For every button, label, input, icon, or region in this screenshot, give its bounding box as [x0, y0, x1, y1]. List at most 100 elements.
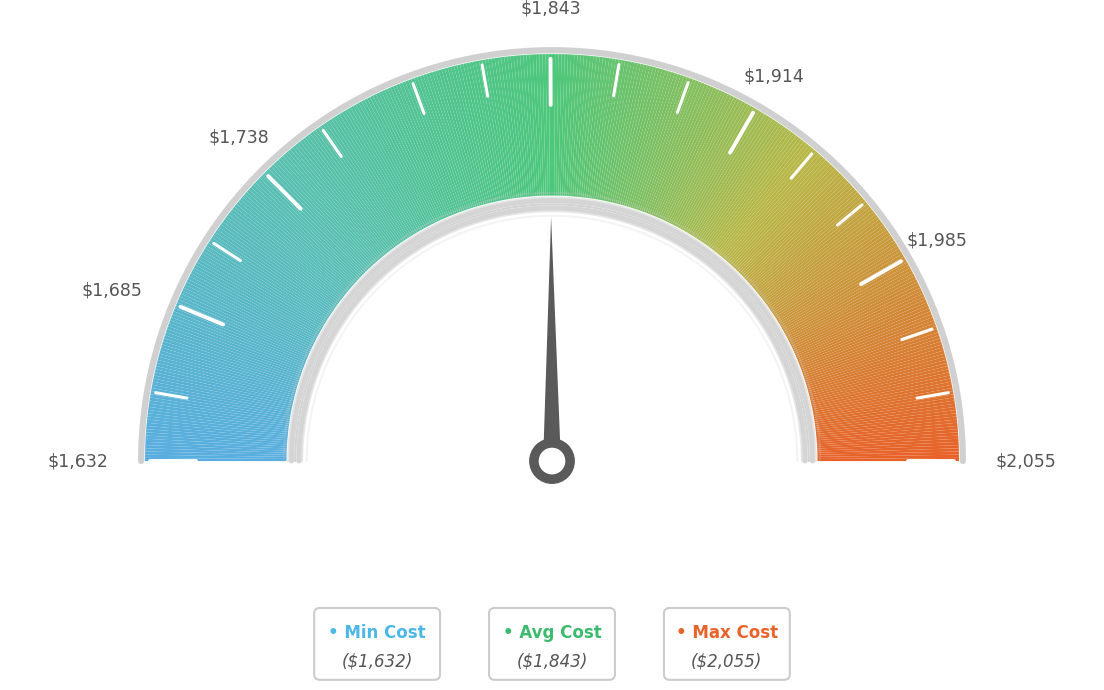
Wedge shape [157, 360, 295, 397]
Wedge shape [433, 71, 476, 207]
Wedge shape [423, 74, 470, 209]
Wedge shape [723, 150, 816, 259]
Wedge shape [405, 80, 458, 213]
Wedge shape [808, 354, 945, 393]
Wedge shape [796, 302, 928, 359]
Wedge shape [817, 445, 958, 453]
Wedge shape [682, 106, 754, 230]
Text: $1,985: $1,985 [906, 232, 967, 250]
Wedge shape [707, 130, 792, 246]
Wedge shape [741, 175, 845, 276]
Wedge shape [816, 413, 956, 432]
Wedge shape [817, 448, 959, 455]
Wedge shape [337, 114, 413, 236]
Wedge shape [805, 335, 941, 381]
Wedge shape [612, 65, 647, 203]
Wedge shape [813, 385, 953, 413]
Wedge shape [624, 69, 666, 206]
Wedge shape [202, 251, 325, 326]
Wedge shape [696, 119, 775, 239]
Wedge shape [426, 73, 471, 208]
Wedge shape [268, 166, 369, 270]
Wedge shape [155, 369, 294, 403]
Wedge shape [148, 410, 288, 430]
Wedge shape [373, 94, 437, 223]
Wedge shape [783, 259, 907, 331]
Wedge shape [815, 407, 956, 428]
Wedge shape [816, 420, 957, 436]
Wedge shape [739, 171, 840, 273]
Wedge shape [246, 190, 354, 286]
Wedge shape [255, 180, 360, 279]
Wedge shape [595, 59, 622, 199]
Wedge shape [799, 311, 932, 365]
Wedge shape [160, 348, 297, 389]
Wedge shape [793, 290, 923, 352]
Wedge shape [248, 187, 355, 284]
Wedge shape [808, 357, 946, 395]
Wedge shape [190, 273, 317, 341]
Wedge shape [616, 66, 654, 204]
Wedge shape [241, 197, 350, 290]
Wedge shape [689, 112, 765, 235]
Wedge shape [817, 435, 958, 446]
Wedge shape [266, 169, 368, 272]
Wedge shape [323, 123, 404, 242]
Wedge shape [146, 429, 287, 442]
Wedge shape [732, 162, 830, 268]
Wedge shape [370, 95, 435, 224]
Wedge shape [614, 66, 650, 204]
FancyBboxPatch shape [489, 608, 615, 680]
Wedge shape [408, 79, 460, 213]
Wedge shape [231, 209, 343, 298]
Wedge shape [708, 132, 794, 248]
Wedge shape [364, 99, 432, 226]
Wedge shape [815, 401, 955, 424]
Wedge shape [700, 123, 781, 242]
Wedge shape [537, 55, 543, 196]
Wedge shape [326, 121, 406, 240]
Wedge shape [396, 83, 453, 216]
Wedge shape [151, 385, 291, 413]
Wedge shape [807, 348, 944, 389]
Wedge shape [217, 227, 335, 310]
Wedge shape [342, 110, 417, 234]
Wedge shape [781, 254, 904, 328]
Wedge shape [195, 262, 320, 333]
Wedge shape [549, 54, 552, 195]
Wedge shape [622, 68, 662, 206]
Wedge shape [809, 360, 947, 397]
Wedge shape [155, 373, 293, 405]
Text: $1,685: $1,685 [82, 282, 142, 300]
Wedge shape [691, 114, 767, 236]
Wedge shape [718, 144, 809, 255]
Wedge shape [542, 54, 548, 196]
Wedge shape [787, 273, 914, 341]
Wedge shape [188, 276, 316, 342]
Wedge shape [704, 128, 788, 245]
Wedge shape [147, 416, 288, 434]
Wedge shape [469, 62, 500, 201]
Wedge shape [758, 204, 870, 295]
Wedge shape [777, 246, 899, 322]
Wedge shape [163, 338, 299, 383]
Wedge shape [618, 67, 656, 204]
Wedge shape [145, 455, 287, 459]
Wedge shape [147, 420, 288, 436]
Wedge shape [476, 61, 505, 200]
Wedge shape [170, 317, 304, 369]
Wedge shape [164, 333, 300, 379]
Wedge shape [817, 451, 959, 457]
Wedge shape [599, 61, 628, 200]
Wedge shape [318, 126, 401, 244]
Wedge shape [803, 326, 937, 375]
Wedge shape [814, 391, 954, 417]
Circle shape [539, 448, 565, 475]
Wedge shape [807, 351, 945, 391]
Wedge shape [151, 388, 290, 415]
Text: $1,632: $1,632 [47, 452, 108, 470]
Wedge shape [779, 251, 902, 326]
Wedge shape [533, 55, 542, 196]
Wedge shape [687, 110, 762, 234]
Wedge shape [651, 83, 708, 216]
